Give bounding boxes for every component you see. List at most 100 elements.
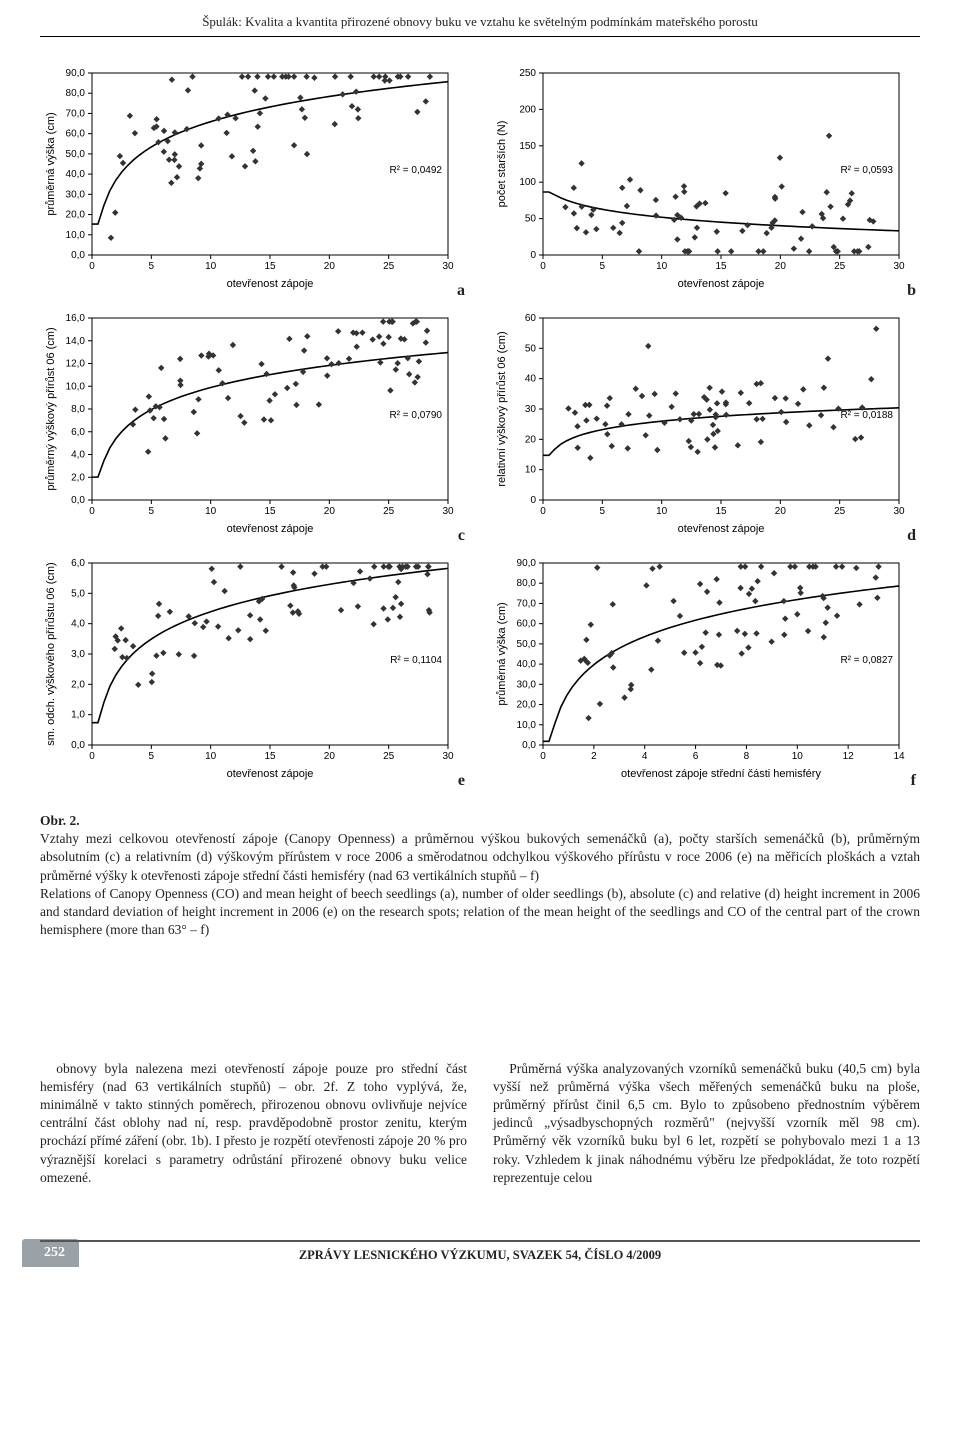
svg-text:12,0: 12,0 [66, 359, 86, 370]
svg-text:4: 4 [642, 751, 648, 762]
svg-text:10: 10 [205, 751, 217, 762]
svg-text:25: 25 [834, 261, 846, 272]
figure-grid: 0510152025300,010,020,030,040,050,060,07… [40, 63, 920, 788]
svg-text:50: 50 [525, 343, 537, 354]
svg-text:0: 0 [89, 506, 95, 517]
svg-text:5: 5 [149, 261, 155, 272]
svg-text:0,0: 0,0 [71, 250, 85, 261]
svg-text:70,0: 70,0 [517, 598, 537, 609]
svg-text:90,0: 90,0 [517, 558, 537, 569]
svg-text:10: 10 [792, 751, 804, 762]
svg-text:30,0: 30,0 [66, 189, 86, 200]
panel-letter-d: d [907, 527, 916, 545]
svg-text:průměrná výška (cm): průměrná výška (cm) [45, 112, 57, 215]
svg-text:0: 0 [530, 495, 536, 506]
svg-text:80,0: 80,0 [517, 578, 537, 589]
svg-text:100: 100 [519, 177, 536, 188]
svg-text:2: 2 [591, 751, 597, 762]
body-columns: obnovy byla nalezena mezi otevřeností zá… [40, 1060, 920, 1188]
svg-text:10: 10 [205, 506, 217, 517]
svg-text:relativní výškový přírůst 06 (: relativní výškový přírůst 06 (cm) [496, 331, 508, 486]
svg-text:0,0: 0,0 [522, 740, 536, 751]
svg-text:250: 250 [519, 68, 536, 79]
svg-text:10: 10 [656, 261, 668, 272]
svg-text:90,0: 90,0 [66, 68, 86, 79]
panel-letter-b: b [907, 282, 916, 300]
svg-text:6,0: 6,0 [71, 558, 85, 569]
svg-text:otevřenost zápoje: otevřenost zápoje [678, 523, 765, 535]
svg-text:R² = 0,1104: R² = 0,1104 [390, 655, 442, 666]
body-para-right: Průměrná výška analyzovaných vzorníků se… [493, 1060, 920, 1188]
svg-text:30: 30 [893, 261, 905, 272]
svg-text:4,0: 4,0 [71, 619, 85, 630]
chart-b: 051015202530050100150200250otevřenost zá… [491, 63, 920, 298]
svg-text:25: 25 [383, 506, 395, 517]
svg-text:30: 30 [893, 506, 905, 517]
svg-text:2,0: 2,0 [71, 472, 85, 483]
svg-text:20: 20 [775, 261, 787, 272]
svg-text:15: 15 [715, 261, 727, 272]
svg-text:20: 20 [775, 506, 787, 517]
svg-text:R² = 0,0790: R² = 0,0790 [389, 410, 442, 421]
svg-text:60: 60 [525, 313, 537, 324]
svg-text:0: 0 [540, 506, 546, 517]
panel-letter-f: f [911, 772, 916, 790]
svg-text:150: 150 [519, 141, 536, 152]
svg-text:R² = 0,0593: R² = 0,0593 [840, 165, 893, 176]
chart-c: 0510152025300,02,04,06,08,010,012,014,01… [40, 308, 469, 543]
svg-text:R² = 0,0492: R² = 0,0492 [389, 165, 442, 176]
svg-text:10,0: 10,0 [66, 381, 86, 392]
svg-text:14,0: 14,0 [66, 336, 86, 347]
svg-text:4,0: 4,0 [71, 450, 85, 461]
svg-text:0,0: 0,0 [71, 740, 85, 751]
caption-cz: Vztahy mezi celkovou otevřeností zápoje … [40, 831, 920, 882]
svg-text:5: 5 [600, 261, 606, 272]
svg-text:0: 0 [89, 751, 95, 762]
svg-text:10,0: 10,0 [66, 230, 86, 241]
body-para-left: obnovy byla nalezena mezi otevřeností zá… [40, 1060, 467, 1188]
svg-text:R² = 0,0827: R² = 0,0827 [840, 655, 893, 666]
svg-text:8: 8 [744, 751, 750, 762]
svg-text:počet starších (N): počet starších (N) [496, 121, 508, 208]
svg-text:6,0: 6,0 [71, 427, 85, 438]
svg-text:200: 200 [519, 104, 536, 115]
svg-text:20,0: 20,0 [517, 700, 537, 711]
svg-text:průměrný výškový přírůst 06 (c: průměrný výškový přírůst 06 (cm) [45, 327, 57, 490]
svg-text:25: 25 [834, 506, 846, 517]
svg-text:0: 0 [540, 261, 546, 272]
svg-text:20: 20 [324, 751, 336, 762]
caption-en: Relations of Canopy Openness (CO) and me… [40, 886, 920, 937]
svg-text:30,0: 30,0 [517, 679, 537, 690]
svg-text:15: 15 [715, 506, 727, 517]
svg-text:otevřenost zápoje: otevřenost zápoje [227, 278, 314, 290]
svg-text:10: 10 [525, 465, 537, 476]
svg-text:20: 20 [525, 434, 537, 445]
chart-a: 0510152025300,010,020,030,040,050,060,07… [40, 63, 469, 298]
svg-text:otevřenost zápoje: otevřenost zápoje [227, 768, 314, 780]
running-head: Špulák: Kvalita a kvantita přirozené obn… [40, 0, 920, 37]
svg-text:30: 30 [442, 751, 454, 762]
svg-text:5,0: 5,0 [71, 588, 85, 599]
svg-text:14: 14 [893, 751, 905, 762]
svg-text:10: 10 [205, 261, 217, 272]
svg-text:30: 30 [525, 404, 537, 415]
svg-text:otevřenost zápoje: otevřenost zápoje [678, 278, 765, 290]
svg-text:40: 40 [525, 374, 537, 385]
svg-text:0: 0 [89, 261, 95, 272]
svg-text:60,0: 60,0 [517, 619, 537, 630]
chart-d: 0510152025300102030405060otevřenost zápo… [491, 308, 920, 543]
chart-e: 0510152025300,01,02,03,04,05,06,0otevřen… [40, 553, 469, 788]
svg-text:80,0: 80,0 [66, 88, 86, 99]
svg-text:0: 0 [530, 250, 536, 261]
svg-text:8,0: 8,0 [71, 404, 85, 415]
svg-text:R² = 0,0188: R² = 0,0188 [840, 410, 893, 421]
svg-text:6: 6 [693, 751, 699, 762]
svg-text:3,0: 3,0 [71, 649, 85, 660]
svg-text:průměrná výška (cm): průměrná výška (cm) [496, 602, 508, 705]
svg-text:25: 25 [383, 751, 395, 762]
svg-text:sm. odch. výškového přírůstu 0: sm. odch. výškového přírůstu 06 (cm) [45, 562, 57, 745]
svg-text:5: 5 [600, 506, 606, 517]
svg-text:10,0: 10,0 [517, 720, 537, 731]
svg-text:5: 5 [149, 506, 155, 517]
svg-text:otevřenost zápoje střední část: otevřenost zápoje střední části hemisfér… [621, 768, 821, 780]
